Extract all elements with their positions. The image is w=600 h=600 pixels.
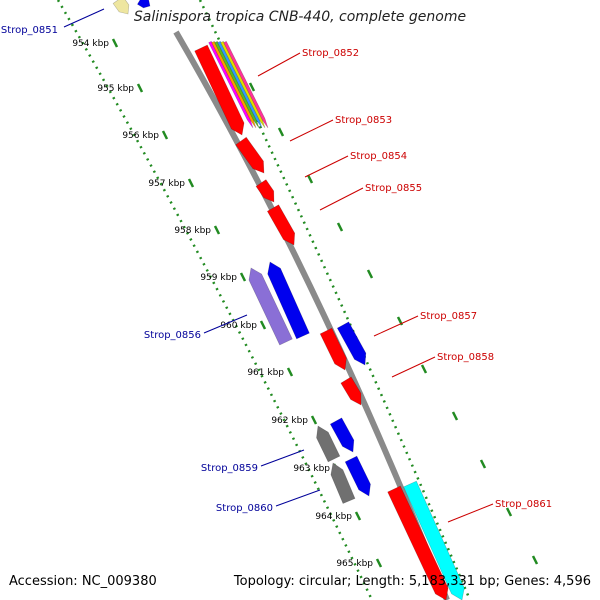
gene-0852-overlay [220, 40, 266, 129]
gene-label[interactable]: Strop_0860 [216, 503, 273, 514]
inner-ruler [56, 0, 374, 600]
gene-0857-arrow [319, 327, 347, 371]
gene-0855-arrow [266, 204, 296, 246]
gene-label[interactable]: Strop_0854 [350, 151, 407, 162]
label-leader-line [275, 489, 321, 507]
tick-mark [239, 272, 247, 282]
outer-tick-mark [248, 82, 256, 92]
genome-title: Salinispora tropica CNB-440, complete ge… [133, 9, 467, 25]
tick-mark [310, 415, 318, 425]
tick-label: 965 kbp [336, 559, 373, 569]
tick-mark [111, 38, 119, 48]
label-leader-line [63, 8, 105, 28]
outer-tick-mark [505, 507, 513, 517]
label-leader-line [391, 356, 436, 378]
gene-label[interactable]: Strop_0858 [437, 352, 494, 363]
outer-tick-mark [277, 127, 285, 137]
gene-label[interactable]: Strop_0852 [302, 48, 359, 59]
gene-0858-arrow [340, 376, 362, 406]
outer-tick-mark [336, 222, 344, 232]
gene-label[interactable]: Strop_0857 [420, 311, 477, 322]
tick-mark [354, 511, 362, 521]
gene-labels: Strop_0851 Strop_0852 Strop_0853 Strop_0854… [1, 8, 552, 523]
tick-label: 961 kbp [247, 368, 284, 378]
gene-0852-overlay [214, 40, 260, 129]
tick-label: 964 kbp [315, 512, 352, 522]
label-leader-line [203, 314, 248, 334]
gene-features [112, 0, 465, 600]
topology-text: Topology: circular; Length: 5,183,331 bp… [233, 574, 591, 589]
gene-label[interactable]: Strop_0853 [335, 115, 392, 126]
gene-0859-arrow [316, 425, 341, 463]
tick-label: 954 kbp [72, 39, 109, 49]
gene-0851-arrow [137, 0, 151, 9]
tick-label: 959 kbp [200, 273, 237, 283]
outer-tick-mark [531, 555, 539, 565]
label-leader-line [319, 187, 364, 211]
tick-label: 963 kbp [293, 464, 330, 474]
gene-label[interactable]: Strop_0856 [144, 330, 201, 341]
tick-mark [136, 83, 144, 93]
tick-label: 960 kbp [220, 321, 257, 331]
tick-label: 957 kbp [148, 179, 185, 189]
label-leader-line [304, 155, 349, 178]
gene-0861-arrow [387, 485, 449, 600]
outer-tick-mark [420, 364, 428, 374]
outer-tick-mark [306, 174, 314, 184]
gene-khaki-arrow [112, 0, 130, 15]
accession-text: Accession: NC_009380 [9, 574, 157, 589]
tick-mark [375, 558, 383, 568]
gene-0856-arrow [248, 267, 293, 346]
gene-0852-overlay [208, 40, 254, 129]
gene-label[interactable]: Strop_0861 [495, 499, 552, 510]
gene-label[interactable]: Strop_0855 [365, 183, 422, 194]
tick-mark [187, 178, 195, 188]
label-leader-line [260, 449, 305, 467]
label-leader-line [289, 119, 334, 142]
tick-label: 962 kbp [271, 416, 308, 426]
gene-0860b-arrow [344, 455, 371, 497]
gene-0852-overlay [217, 40, 263, 129]
tick-mark [259, 320, 267, 330]
gene-0852-overlay [223, 40, 269, 129]
tick-mark [286, 367, 294, 377]
gene-label[interactable]: Strop_0859 [201, 463, 258, 474]
label-leader-line [447, 503, 494, 523]
label-leader-line [373, 315, 419, 337]
tick-label: 958 kbp [174, 226, 211, 236]
gene-0852-overlay [211, 40, 257, 129]
tick-label: 955 kbp [97, 84, 134, 94]
gene-0852-arrow [194, 44, 245, 136]
gene-label[interactable]: Strop_0851 [1, 25, 58, 36]
gene-0860-arrow [330, 462, 356, 504]
gene-0856b-arrow [267, 261, 310, 340]
tick-mark [161, 130, 169, 140]
outer-tick-mark [451, 411, 459, 421]
gene-0861b-arrow [403, 480, 465, 600]
tick-mark [213, 225, 221, 235]
outer-tick-mark [366, 269, 374, 279]
gene-0854-arrow [255, 179, 275, 203]
tick-label: 956 kbp [122, 131, 159, 141]
outer-tick-mark [479, 459, 487, 469]
gene-0853-arrow [235, 136, 265, 174]
label-leader-line [257, 52, 301, 77]
gene-0859b-arrow [329, 417, 355, 453]
gene-0857b-arrow [336, 321, 367, 366]
tick-marks: 954 kbp 955 kbp 956 kbp 957 kbp 958 kbp 959 k… [72, 38, 539, 569]
